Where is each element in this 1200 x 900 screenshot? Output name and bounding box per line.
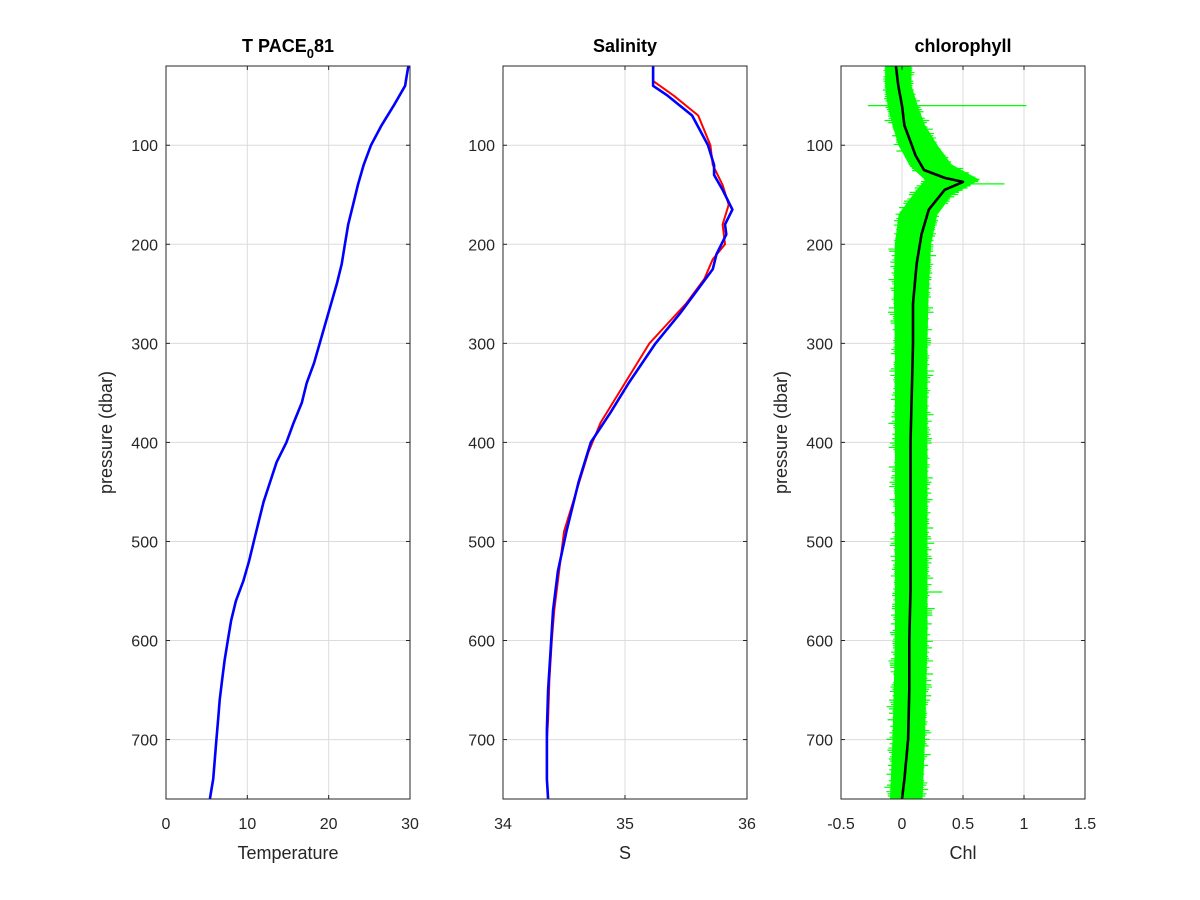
panel-title-main: T PACE [242, 36, 307, 56]
y-axis-label: pressure (dbar) [771, 371, 791, 494]
y-tick-label: 500 [806, 534, 833, 551]
x-tick-label: 34 [494, 816, 512, 833]
y-tick-label: 500 [468, 534, 495, 551]
panel-title: T PACE081 [242, 36, 334, 61]
x-axis-label: S [619, 843, 631, 863]
y-tick-label: 100 [468, 138, 495, 155]
y-tick-label: 100 [131, 138, 158, 155]
y-tick-label: 200 [806, 237, 833, 254]
y-tick-label: 200 [131, 237, 158, 254]
x-tick-label: 1 [1020, 816, 1029, 833]
panel-chlorophyll: -0.5 0 0.5 1 1.5 100 200 300 400 500 600 700 Chl pres… [771, 36, 1096, 863]
x-tick-label: 20 [320, 816, 338, 833]
y-tick-label: 200 [468, 237, 495, 254]
panel-title: chlorophyll [914, 36, 1011, 56]
series-line-0 [208, 66, 410, 799]
y-tick-label: 700 [468, 733, 495, 750]
panel-title-main: chlorophyll [914, 36, 1011, 56]
y-tick-label: 400 [806, 435, 833, 452]
x-tick-label: 1.5 [1074, 816, 1096, 833]
data-layer [867, 66, 1027, 799]
y-tick-label: 300 [806, 336, 833, 353]
data-layer [545, 66, 734, 799]
y-tick-label: 600 [806, 634, 833, 651]
x-tick-label: 0 [162, 816, 171, 833]
x-axis-label: Chl [949, 843, 976, 863]
data-layer [208, 66, 410, 799]
panel-title-main: Salinity [593, 36, 657, 56]
y-tick-label: 700 [806, 733, 833, 750]
y-tick-label: 300 [131, 336, 158, 353]
x-axis-label: Temperature [237, 843, 338, 863]
panel-salinity: 34 35 36 100 200 300 400 500 600 700 S Salinity [468, 36, 756, 863]
axes-frame [165, 65, 411, 800]
x-tick-label: 36 [738, 816, 756, 833]
y-tick-label: 300 [468, 336, 495, 353]
y-tick-label: 500 [131, 534, 158, 551]
panel-title-subscript: 0 [307, 46, 314, 61]
y-tick-label: 600 [468, 634, 495, 651]
panel-temperature: 0 10 20 30 100 200 300 400 500 600 700 Temperature p… [96, 36, 419, 863]
series-line-0 [894, 66, 965, 799]
y-tick-label: 400 [131, 435, 158, 452]
series-line-1 [545, 66, 734, 799]
y-tick-label: 400 [468, 435, 495, 452]
x-tick-label: 10 [238, 816, 256, 833]
x-tick-label: 0 [898, 816, 907, 833]
panel-title: Salinity [593, 36, 657, 56]
x-tick-label: 35 [616, 816, 634, 833]
panel-title-suffix: 81 [314, 36, 334, 56]
y-axis-label: pressure (dbar) [96, 371, 116, 494]
x-tick-label: 30 [401, 816, 419, 833]
x-tick-label: -0.5 [827, 816, 855, 833]
x-tick-label: 0.5 [952, 816, 974, 833]
axes-background [165, 65, 411, 800]
y-tick-label: 700 [131, 733, 158, 750]
y-tick-label: 100 [806, 138, 833, 155]
y-tick-label: 600 [131, 634, 158, 651]
